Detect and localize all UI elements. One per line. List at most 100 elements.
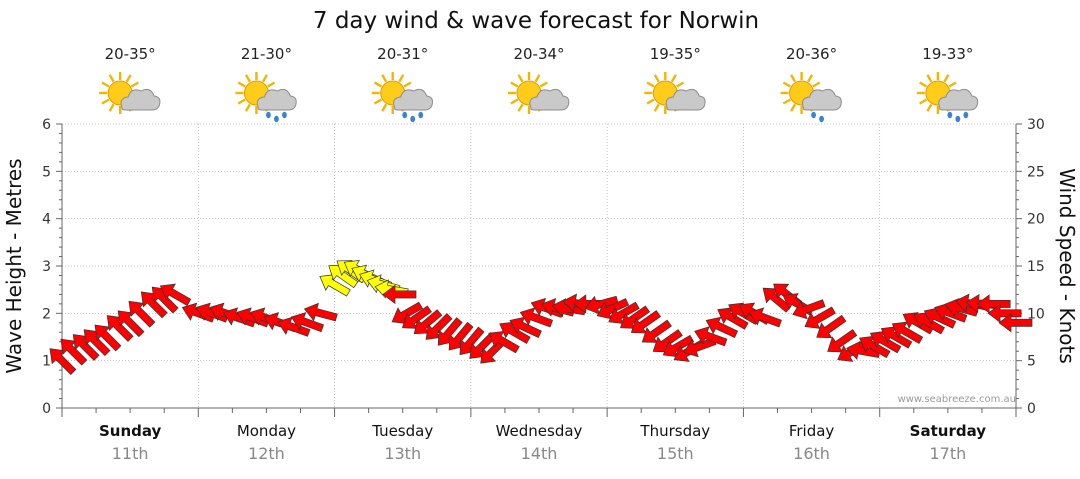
sun-ray xyxy=(919,81,928,88)
rain-drop xyxy=(402,111,408,119)
wind-arrow xyxy=(159,283,192,306)
day-header-layer: 20-35° 21-30° 20-31° 20-34° 19-35° 20-36° 19-3… xyxy=(99,45,979,123)
sun-ray xyxy=(130,81,139,88)
sun-ray xyxy=(782,98,791,105)
sun-ray xyxy=(237,98,246,105)
wind-arrow xyxy=(891,321,924,344)
wind-arrow xyxy=(413,309,443,335)
sun-ray xyxy=(926,103,933,112)
day-name-label: Wednesday xyxy=(496,422,583,440)
day-name-label: Saturday xyxy=(910,422,987,440)
sun-ray xyxy=(510,81,519,88)
rain-drop xyxy=(955,115,961,123)
wind-arrow xyxy=(519,307,554,328)
wind-arrow xyxy=(705,316,739,338)
sun-ray xyxy=(244,103,251,112)
y-tick-label-left: 0 xyxy=(42,401,51,417)
weather-showers-icon xyxy=(371,72,434,123)
rain-drop xyxy=(410,115,416,123)
cloud-shape xyxy=(120,88,161,111)
wind-arrow xyxy=(717,307,749,330)
y-tick-label-right: 20 xyxy=(1027,212,1045,228)
y-axis-label-right: Wind Speed - Knots xyxy=(1055,168,1079,364)
day-name-label: Friday xyxy=(789,422,835,440)
y-tick-label-left: 5 xyxy=(42,164,51,180)
temperature-range: 19-33° xyxy=(922,45,973,63)
y-tick-label-right: 0 xyxy=(1027,401,1036,417)
wind-arrow-layer xyxy=(49,259,1033,376)
wind-arrow xyxy=(509,316,542,338)
day-name-label: Monday xyxy=(237,422,296,440)
wind-arrow xyxy=(619,305,651,329)
sun-ray xyxy=(267,81,276,88)
y-tick-label-right: 30 xyxy=(1027,117,1045,133)
day-date-label: 15th xyxy=(657,444,694,463)
chart-title: 7 day wind & wave forecast for Norwin xyxy=(313,8,759,34)
sun-ray xyxy=(403,81,412,88)
sun-ray xyxy=(670,74,677,83)
sun-ray xyxy=(926,74,933,83)
cloud-shape xyxy=(665,88,706,111)
wind-arrow xyxy=(859,335,891,359)
day-name-label: Tuesday xyxy=(371,422,433,440)
wind-arrow xyxy=(584,295,619,315)
rain-drop xyxy=(811,111,816,119)
day-name-label: Sunday xyxy=(99,422,162,440)
wind-arrow xyxy=(641,319,672,343)
cloud-shape xyxy=(938,88,979,111)
wind-arrow xyxy=(630,310,661,334)
sun-ray xyxy=(381,74,388,83)
sun-ray xyxy=(790,74,797,83)
wind-arrow xyxy=(792,299,826,320)
sun-ray xyxy=(244,74,251,83)
grid-layer xyxy=(62,123,1016,409)
wind-arrow xyxy=(880,326,913,349)
y-tick-label-left: 3 xyxy=(42,259,51,275)
sun-ray xyxy=(517,103,524,112)
sun-ray xyxy=(646,98,655,105)
rain-drop xyxy=(947,111,953,119)
cloud-shape xyxy=(256,88,297,111)
weather-showers-icon xyxy=(916,72,979,123)
sun-ray xyxy=(790,103,797,112)
wind-arrow xyxy=(923,307,957,329)
wind-arrow xyxy=(382,284,417,305)
wind-arrow xyxy=(83,329,111,357)
wind-arrow xyxy=(748,307,782,328)
temperature-range: 20-31° xyxy=(377,45,428,63)
day-name-label: Thursday xyxy=(639,422,710,440)
wind-arrow xyxy=(469,332,497,359)
y-tick-label-left: 4 xyxy=(42,212,51,228)
sun-ray xyxy=(943,74,950,83)
weather-partly-cloudy-icon xyxy=(644,72,706,114)
cloud-shape xyxy=(801,88,842,111)
cloud-shape xyxy=(529,88,570,111)
sun-ray xyxy=(675,81,685,88)
day-date-label: 13th xyxy=(384,444,421,463)
sun-ray xyxy=(539,81,548,88)
wind-arrow xyxy=(328,264,359,289)
sun-ray xyxy=(101,81,110,88)
wind-arrow xyxy=(816,314,847,339)
temperature-range: 21-30° xyxy=(241,45,292,63)
wind-arrow xyxy=(151,286,179,314)
sun-ray xyxy=(125,74,132,83)
wind-arrow xyxy=(106,315,134,342)
wind-arrow xyxy=(60,338,88,366)
sun-ray xyxy=(381,103,388,112)
day-labels-layer: Sunday 11th Monday 12th Tuesday 13th Wednesday… xyxy=(99,422,986,463)
wind-arrow xyxy=(694,326,728,347)
sun-ray xyxy=(653,74,660,83)
rain-drop xyxy=(963,111,969,119)
day-date-label: 12th xyxy=(248,444,285,463)
sun-ray xyxy=(646,81,655,88)
sun-ray xyxy=(373,98,383,105)
temperature-range: 20-35° xyxy=(105,45,156,63)
sun-ray xyxy=(108,74,115,83)
day-date-label: 17th xyxy=(929,444,966,463)
sun-ray xyxy=(534,74,541,83)
watermark: www.seabreeze.com.au xyxy=(898,394,1016,405)
sun-ray xyxy=(101,98,110,105)
sun-ray xyxy=(398,74,405,83)
